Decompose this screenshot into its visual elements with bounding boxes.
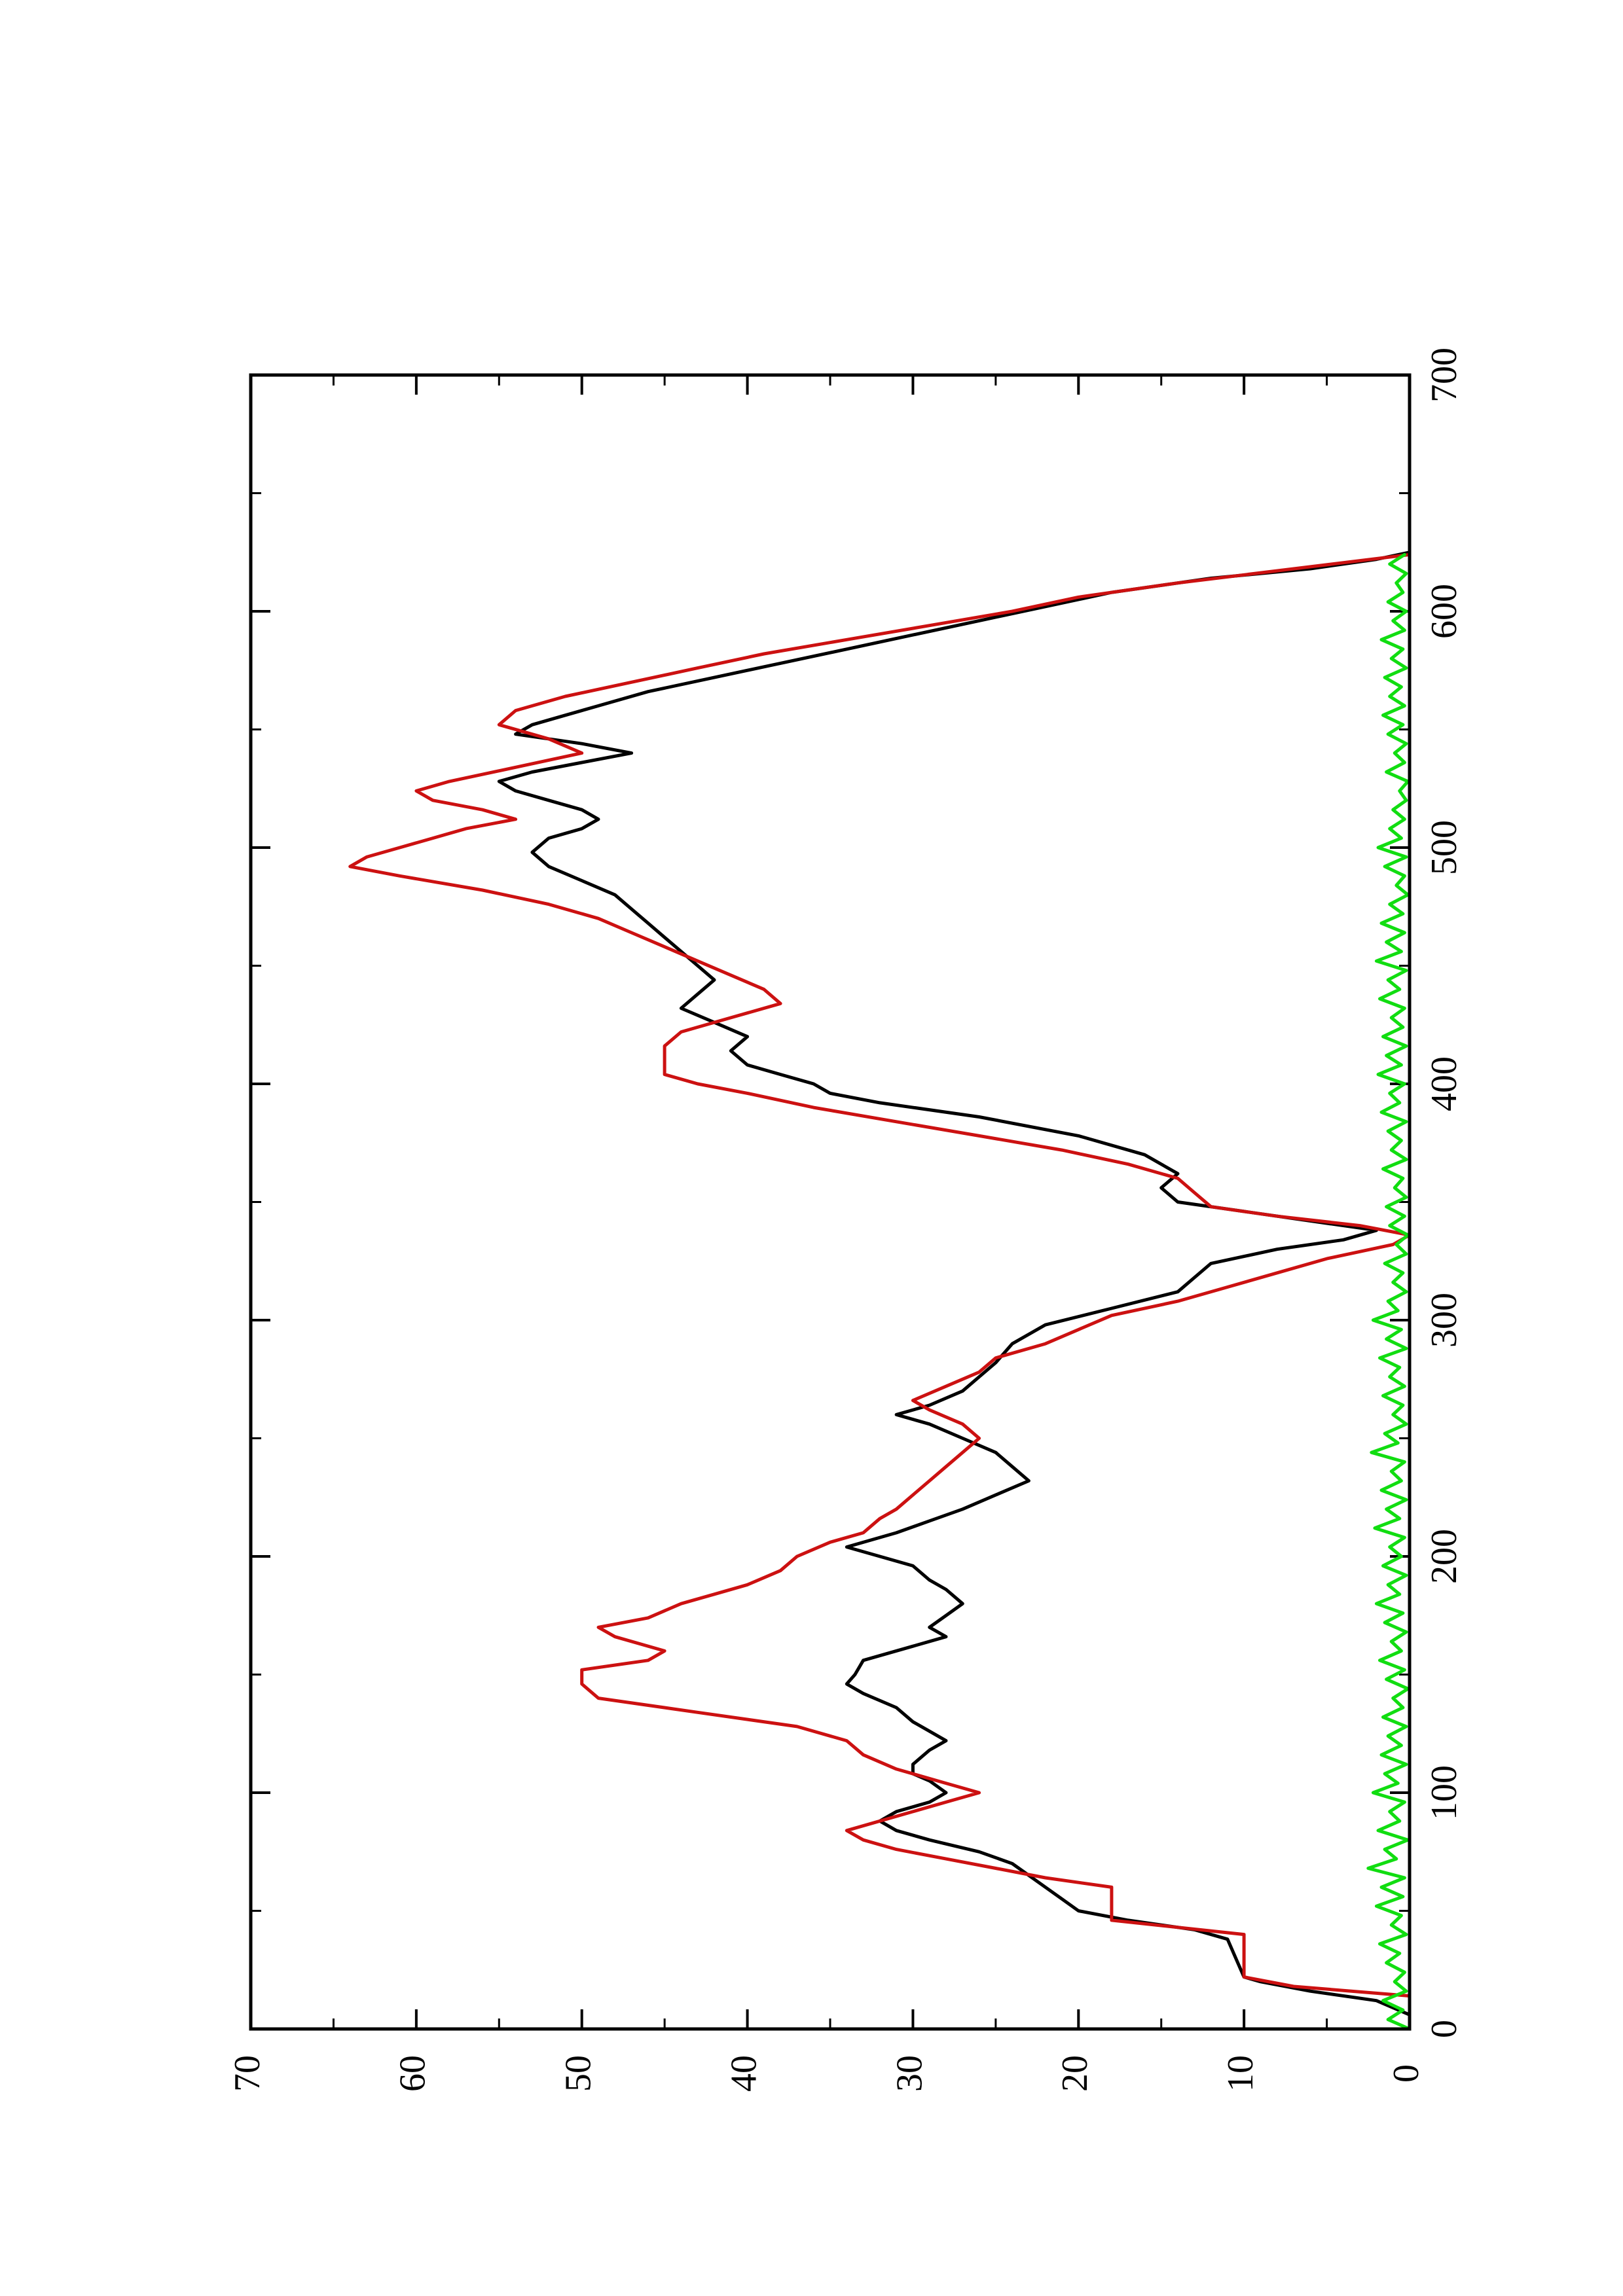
x-tick-label: 100 <box>1424 1765 1465 1820</box>
x-tick-label: 300 <box>1424 1293 1465 1348</box>
y-tick-label: 40 <box>723 2055 764 2092</box>
series-line-red <box>348 552 1412 2031</box>
tick-marks <box>249 374 1411 2030</box>
series-line-black <box>497 550 1412 2017</box>
x-tick-label: 0 <box>1424 2020 1465 2038</box>
y-tick-labels: 0 10 20 30 40 50 60 70 <box>227 2055 1427 2092</box>
x-tick-label: 600 <box>1424 584 1465 639</box>
x-tick-label: 500 <box>1424 820 1465 875</box>
series-line-green <box>1366 552 1412 2031</box>
x-tick-labels: 0 100 200 300 400 500 600 700 <box>1424 348 1465 2038</box>
y-tick-label: 10 <box>1220 2055 1261 2092</box>
x-tick-label: 700 <box>1424 348 1465 403</box>
series-layer <box>348 550 1412 2031</box>
y-tick-label: 50 <box>558 2055 599 2092</box>
y-tick-label: 30 <box>889 2055 930 2092</box>
y-tick-label: 20 <box>1055 2055 1095 2092</box>
y-tick-label: 60 <box>393 2055 433 2092</box>
plot-frame <box>249 373 1412 2031</box>
x-tick-label: 200 <box>1424 1529 1465 1584</box>
y-tick-label: 70 <box>227 2055 268 2092</box>
x-tick-label: 400 <box>1424 1056 1465 1111</box>
y-tick-label: 0 <box>1386 2064 1427 2083</box>
